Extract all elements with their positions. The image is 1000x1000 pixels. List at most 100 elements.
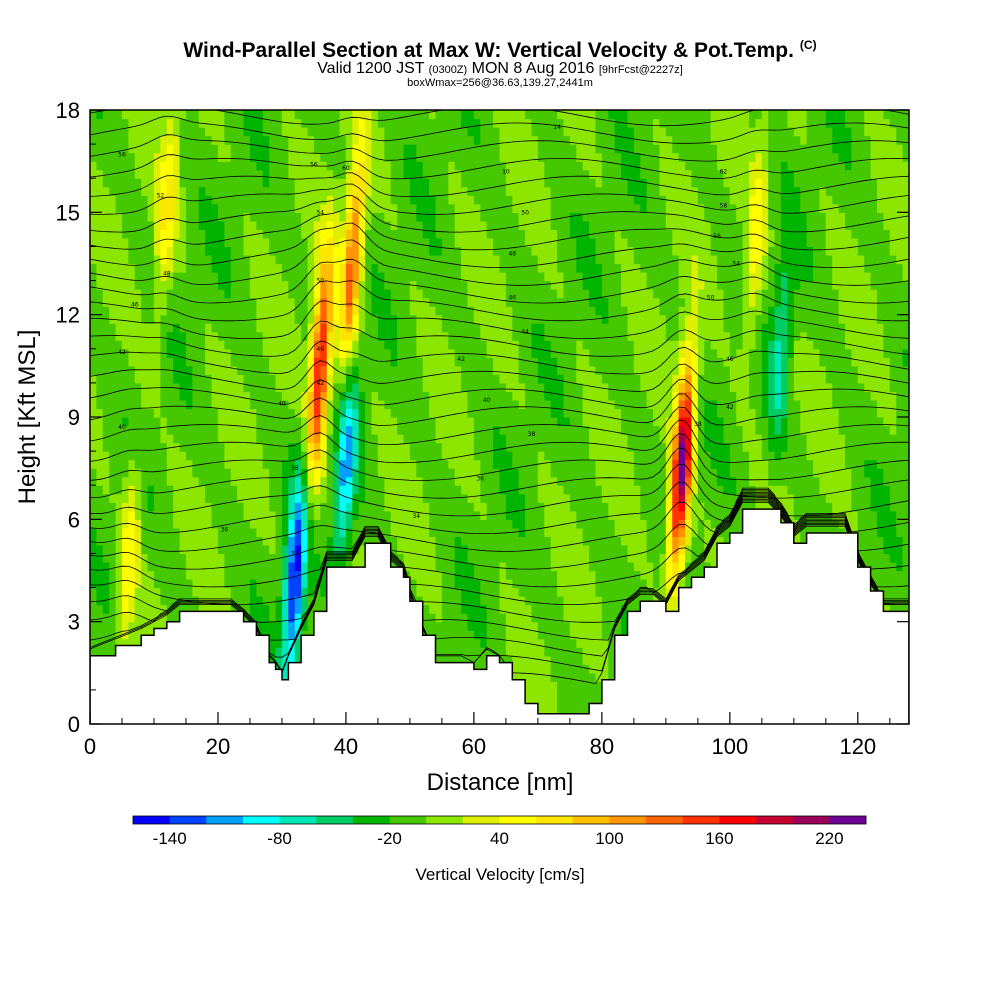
velocity-cell bbox=[454, 519, 462, 529]
velocity-cell bbox=[275, 118, 283, 128]
velocity-cell bbox=[102, 382, 110, 393]
velocity-cell bbox=[416, 314, 424, 324]
velocity-cell bbox=[480, 263, 488, 273]
velocity-cell bbox=[467, 331, 475, 341]
velocity-cell bbox=[473, 110, 481, 120]
velocity-cell bbox=[217, 587, 225, 597]
velocity-cell bbox=[121, 468, 129, 478]
velocity-cell bbox=[358, 220, 366, 230]
velocity-cell bbox=[461, 655, 469, 665]
velocity-cell bbox=[358, 425, 366, 435]
velocity-cell bbox=[390, 263, 398, 273]
velocity-cell bbox=[217, 510, 225, 520]
velocity-cell bbox=[237, 408, 245, 418]
velocity-cell bbox=[109, 365, 117, 375]
velocity-cell bbox=[518, 638, 526, 648]
velocity-cell bbox=[307, 237, 315, 248]
velocity-cell bbox=[211, 519, 219, 529]
velocity-cell bbox=[230, 178, 238, 188]
velocity-cell bbox=[192, 459, 200, 469]
velocity-cell bbox=[134, 417, 142, 427]
velocity-cell bbox=[147, 272, 155, 282]
velocity-cell bbox=[333, 451, 341, 461]
velocity-cell bbox=[281, 536, 289, 546]
velocity-cell bbox=[397, 340, 405, 350]
velocity-cell bbox=[307, 527, 315, 537]
velocity-cell bbox=[429, 536, 437, 546]
velocity-cell bbox=[461, 306, 469, 316]
velocity-cell bbox=[518, 195, 526, 205]
velocity-cell bbox=[448, 647, 456, 657]
velocity-cell bbox=[377, 451, 385, 461]
velocity-cell bbox=[301, 272, 309, 282]
velocity-cell bbox=[390, 110, 398, 120]
velocity-cell bbox=[109, 417, 117, 427]
velocity-cell bbox=[109, 203, 117, 213]
velocity-cell bbox=[448, 272, 456, 282]
velocity-cell bbox=[352, 510, 360, 520]
velocity-cell bbox=[333, 425, 341, 435]
velocity-cell bbox=[512, 570, 520, 580]
velocity-cell bbox=[192, 519, 200, 529]
velocity-cell bbox=[96, 289, 104, 299]
velocity-cell bbox=[115, 237, 123, 248]
velocity-cell bbox=[281, 596, 289, 606]
velocity-cell bbox=[134, 289, 142, 299]
velocity-cell bbox=[397, 417, 405, 427]
velocity-cell bbox=[499, 357, 507, 367]
velocity-cell bbox=[422, 314, 430, 324]
velocity-cell bbox=[512, 152, 520, 162]
velocity-cell bbox=[473, 161, 481, 171]
velocity-cell bbox=[448, 374, 456, 384]
velocity-cell bbox=[397, 485, 405, 495]
velocity-cell bbox=[121, 203, 129, 213]
velocity-cell bbox=[505, 195, 513, 205]
velocity-cell bbox=[307, 280, 315, 290]
velocity-cell bbox=[147, 442, 155, 452]
velocity-cell bbox=[365, 485, 373, 495]
velocity-cell bbox=[173, 331, 181, 341]
velocity-cell bbox=[281, 391, 289, 401]
velocity-cell bbox=[397, 246, 405, 256]
velocity-cell bbox=[147, 152, 155, 162]
velocity-cell bbox=[422, 442, 430, 452]
velocity-cell bbox=[179, 169, 187, 179]
velocity-cell bbox=[416, 382, 424, 393]
velocity-cell bbox=[90, 604, 97, 614]
velocity-cell bbox=[429, 621, 437, 631]
velocity-cell bbox=[249, 186, 257, 196]
velocity-cell bbox=[377, 459, 385, 469]
velocity-cell bbox=[390, 451, 398, 461]
velocity-cell bbox=[230, 561, 238, 572]
velocity-cell bbox=[243, 493, 251, 503]
velocity-cell bbox=[505, 272, 513, 282]
velocity-cell bbox=[288, 314, 296, 324]
velocity-cell bbox=[441, 323, 449, 333]
velocity-cell bbox=[275, 127, 283, 137]
velocity-cell bbox=[217, 169, 225, 179]
velocity-cell bbox=[185, 280, 193, 290]
chart-title: Wind-Parallel Section at Max W: Vertical… bbox=[0, 38, 1000, 63]
velocity-cell bbox=[499, 536, 507, 546]
velocity-cell bbox=[269, 229, 277, 239]
velocity-cell bbox=[352, 161, 360, 171]
velocity-cell bbox=[493, 348, 501, 358]
velocity-cell bbox=[288, 357, 296, 367]
velocity-cell bbox=[141, 382, 149, 393]
velocity-cell bbox=[160, 544, 168, 555]
velocity-cell bbox=[384, 459, 392, 469]
velocity-cell bbox=[128, 169, 136, 179]
velocity-cell bbox=[422, 408, 430, 418]
velocity-cell bbox=[518, 613, 526, 623]
velocity-cell bbox=[185, 306, 193, 316]
velocity-cell bbox=[96, 135, 104, 145]
velocity-cell bbox=[115, 536, 123, 546]
velocity-cell bbox=[397, 229, 405, 239]
velocity-cell bbox=[237, 237, 245, 248]
velocity-cell bbox=[384, 417, 392, 427]
velocity-cell bbox=[307, 382, 315, 393]
velocity-cell bbox=[454, 417, 462, 427]
velocity-cell bbox=[211, 110, 219, 120]
velocity-cell bbox=[102, 425, 110, 435]
velocity-cell bbox=[179, 289, 187, 299]
